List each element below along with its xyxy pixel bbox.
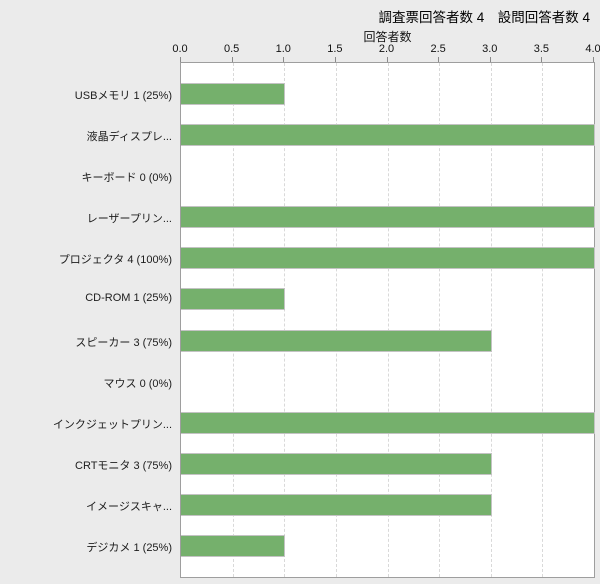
bar (181, 247, 595, 270)
x-tick-mark (386, 57, 388, 62)
x-tick-label: 4.0 (585, 43, 600, 55)
gridline (490, 63, 492, 577)
x-tick-mark (231, 57, 233, 62)
x-tick-label: 3.0 (482, 43, 498, 55)
bar (181, 206, 595, 229)
bar (181, 535, 286, 558)
category-label: キーボード 0 (0%) (81, 171, 172, 184)
x-tick-label: 2.0 (378, 43, 395, 55)
x-tick-label: 3.5 (533, 43, 550, 55)
bar (181, 123, 595, 146)
gridline (542, 63, 544, 577)
x-tick-mark (438, 57, 440, 62)
category-label: デジカメ 1 (25%) (86, 542, 172, 555)
x-tick-mark (489, 57, 491, 62)
category-label: USBメモリ 1 (25%) (74, 89, 172, 102)
bar (181, 329, 492, 352)
bar (181, 494, 492, 517)
x-tick-label: 1.0 (275, 43, 291, 55)
gridline (335, 63, 337, 577)
x-axis-label: 回答者数 (363, 30, 412, 44)
category-label: イメージスキャ... (86, 501, 172, 514)
category-label: レーザープリン... (86, 213, 172, 226)
x-tick-mark (180, 57, 181, 62)
chart-title: 調査票回答者数 4 設問回答者数 4 (378, 10, 590, 25)
category-label: CD-ROM 1 (25%) (85, 292, 172, 305)
gridline (387, 63, 389, 577)
bar (181, 411, 595, 434)
bar (181, 288, 286, 311)
category-label: CRTモニタ 3 (75%) (75, 460, 172, 473)
category-label: 液晶ディスプレ... (86, 130, 172, 143)
plot-area (180, 62, 595, 578)
category-label: プロジェクタ 4 (100%) (58, 254, 172, 267)
x-tick-mark (334, 57, 336, 62)
x-tick-label: 2.5 (430, 43, 446, 55)
x-tick-label: 0.0 (172, 43, 188, 55)
x-tick-label: 0.5 (223, 43, 240, 55)
gridline (284, 63, 286, 577)
x-tick-mark (541, 57, 543, 62)
bar (181, 453, 492, 476)
x-tick-mark (283, 57, 285, 62)
gridline (439, 63, 441, 577)
x-tick-label: 1.5 (327, 43, 343, 55)
category-label: インクジェットプリン... (52, 418, 172, 431)
category-label: マウス 0 (0%) (103, 377, 172, 390)
bar (181, 82, 286, 105)
gridline (232, 63, 234, 577)
category-label: スピーカー 3 (75%) (75, 336, 172, 349)
x-tick-mark (593, 57, 594, 62)
